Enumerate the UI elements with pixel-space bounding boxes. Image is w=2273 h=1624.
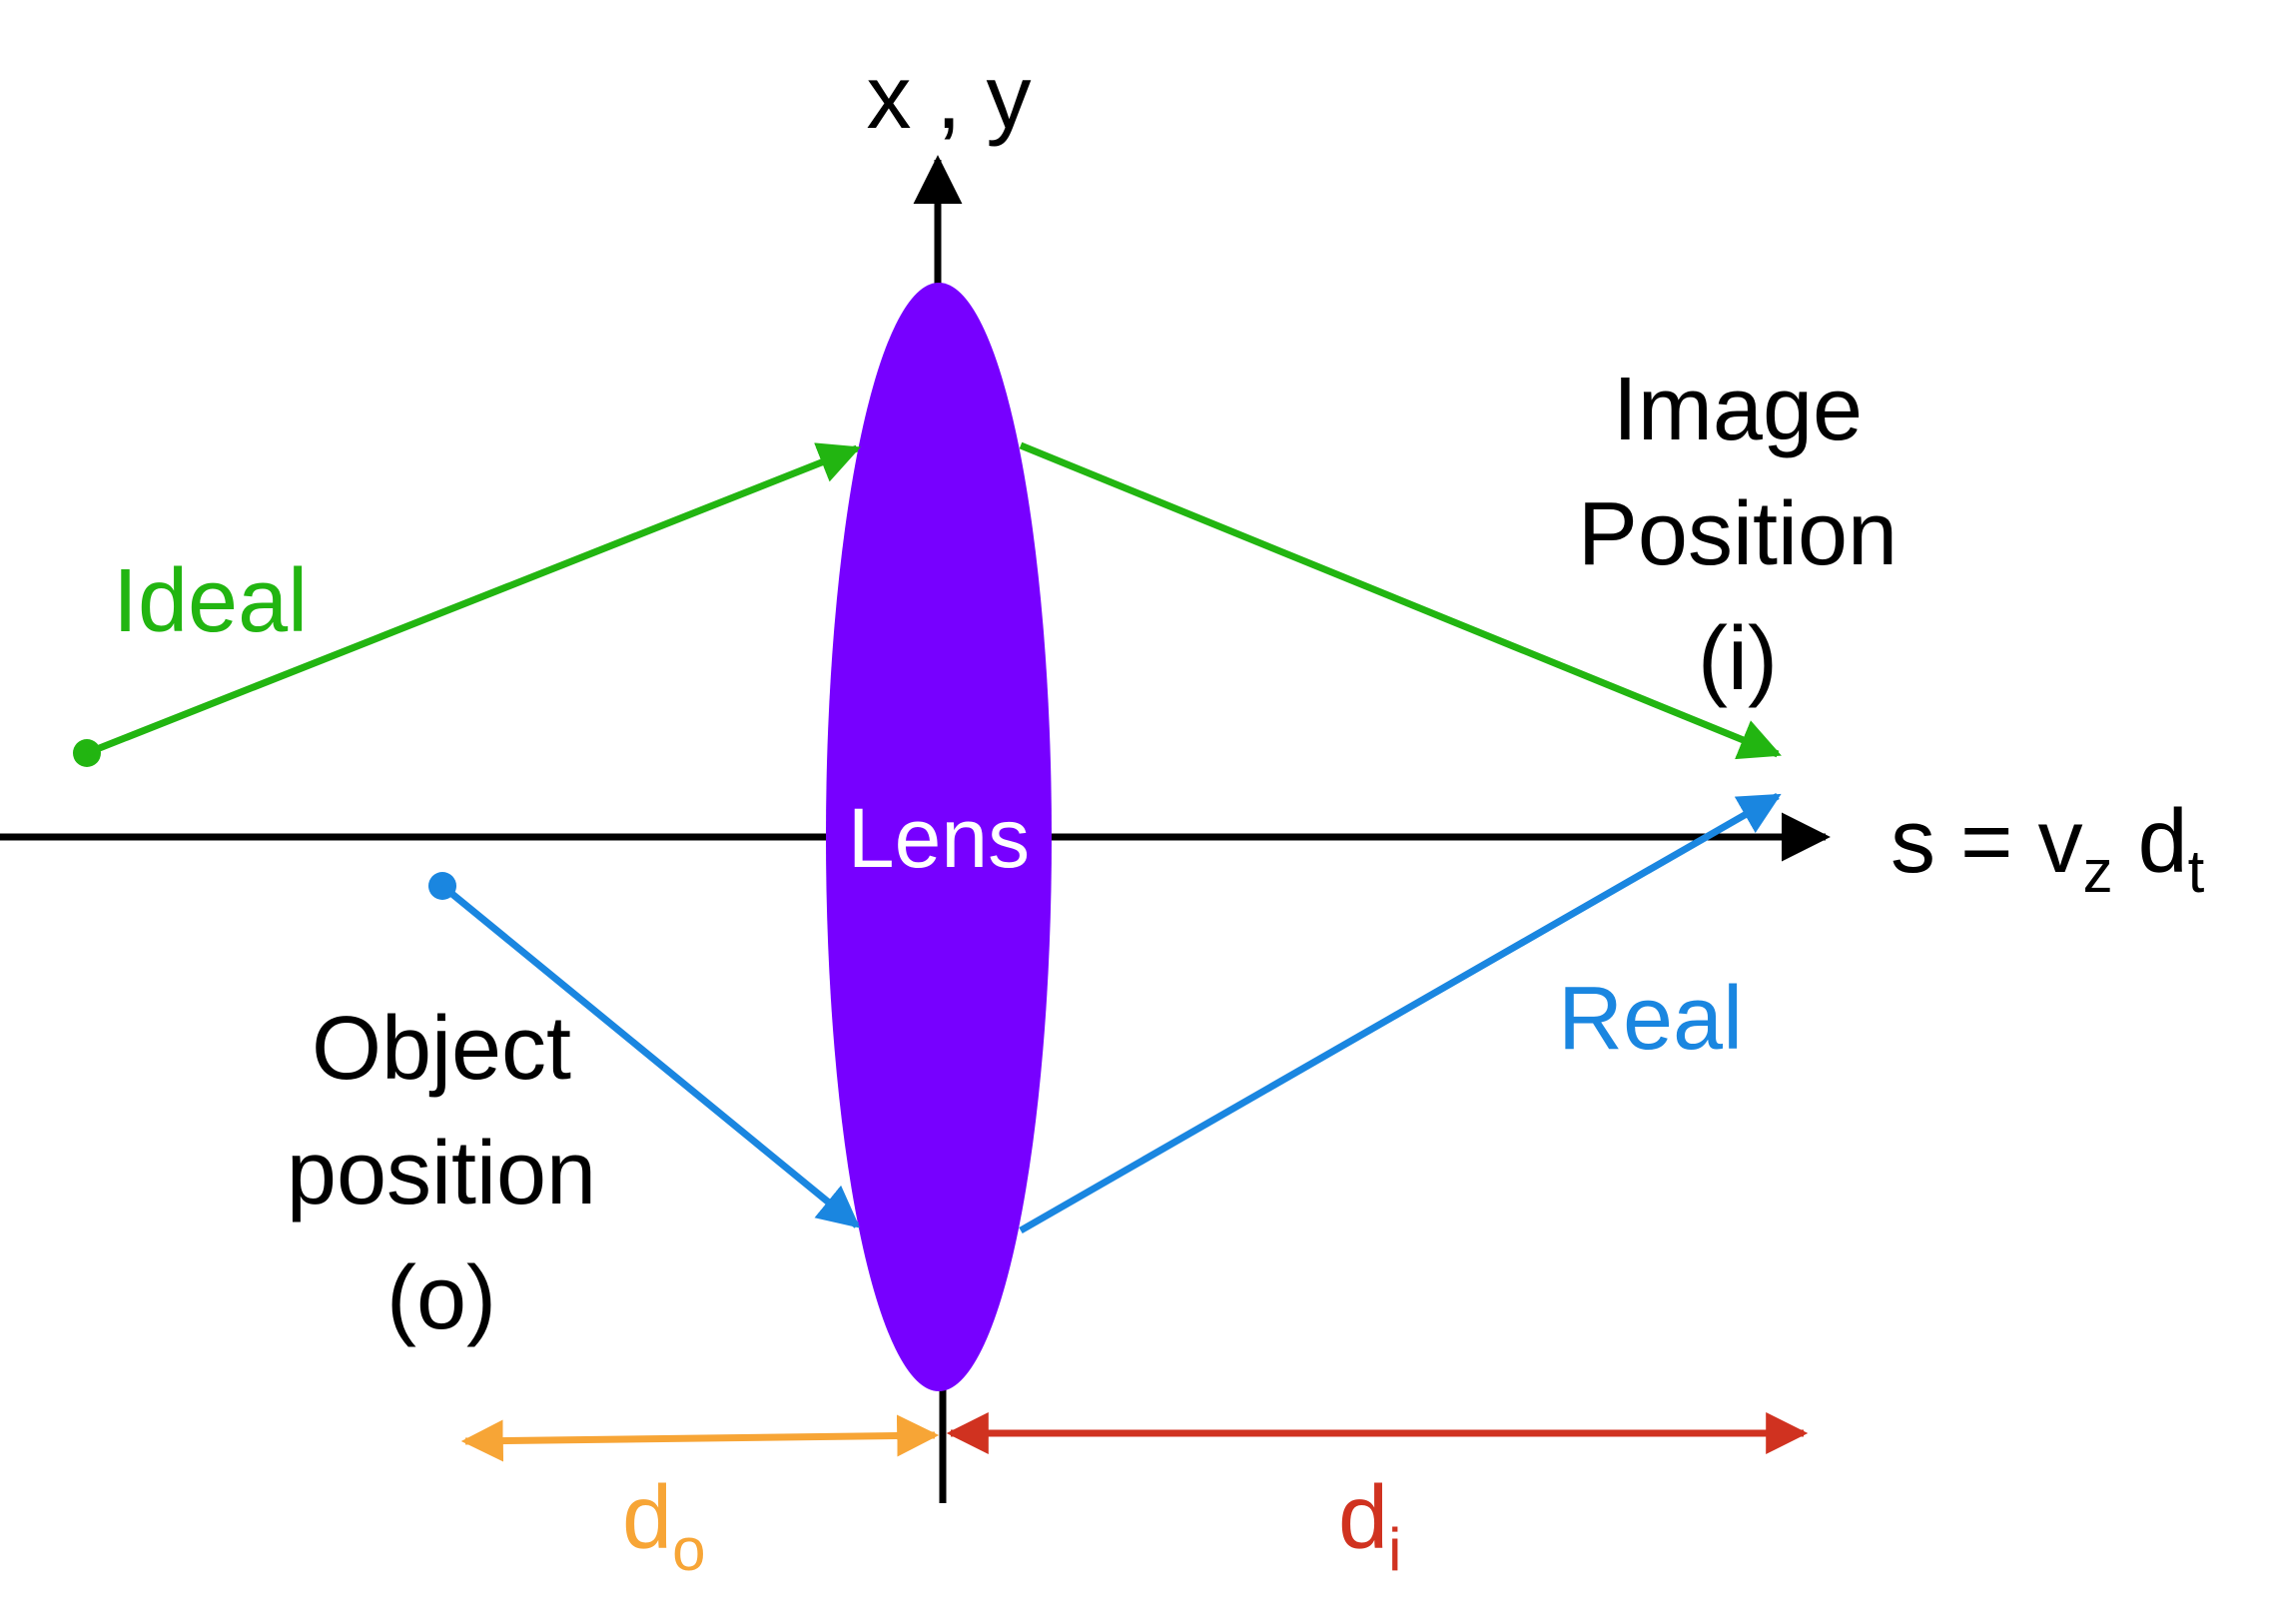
real-ray-outgoing [1019,792,1782,1234]
object-position-label-line1: Object [312,999,571,1099]
image-distance-label: di [1338,1468,1401,1583]
object-position-label-line2: position [287,1124,596,1223]
real-ray-incoming [439,883,861,1228]
object-distance-label: do [622,1468,705,1583]
optical-axis-label: s = vz dt [1891,792,2205,905]
optical-axis-label-sub2: t [2188,838,2205,905]
object-distance-label-sub: o [672,1516,705,1583]
object-distance-arrow [460,1414,940,1462]
lens [826,283,1052,1391]
object-distance-label-base: d [622,1468,672,1568]
real-label: Real [1558,969,1743,1069]
object-position-label-line3: (o) [386,1248,496,1348]
image-position-label-line2: Position [1578,484,1897,584]
ideal-label: Ideal [113,551,308,651]
image-distance-label-base: d [1338,1468,1388,1568]
image-position-label-line1: Image [1613,360,1863,459]
optical-axis-label-base: s = v [1891,792,2083,892]
image-position-label-line3: (i) [1698,609,1778,709]
optical-axis-label-mid: d [2113,792,2188,892]
optical-axis-label-sub1: z [2083,838,2113,905]
image-distance-label-sub: i [1388,1516,1401,1583]
lens-label: Lens [848,791,1030,885]
vertical-axis-label: x , y [866,48,1031,148]
ideal-ray-outgoing [1019,441,1782,760]
ideal-ray-incoming [85,442,861,757]
